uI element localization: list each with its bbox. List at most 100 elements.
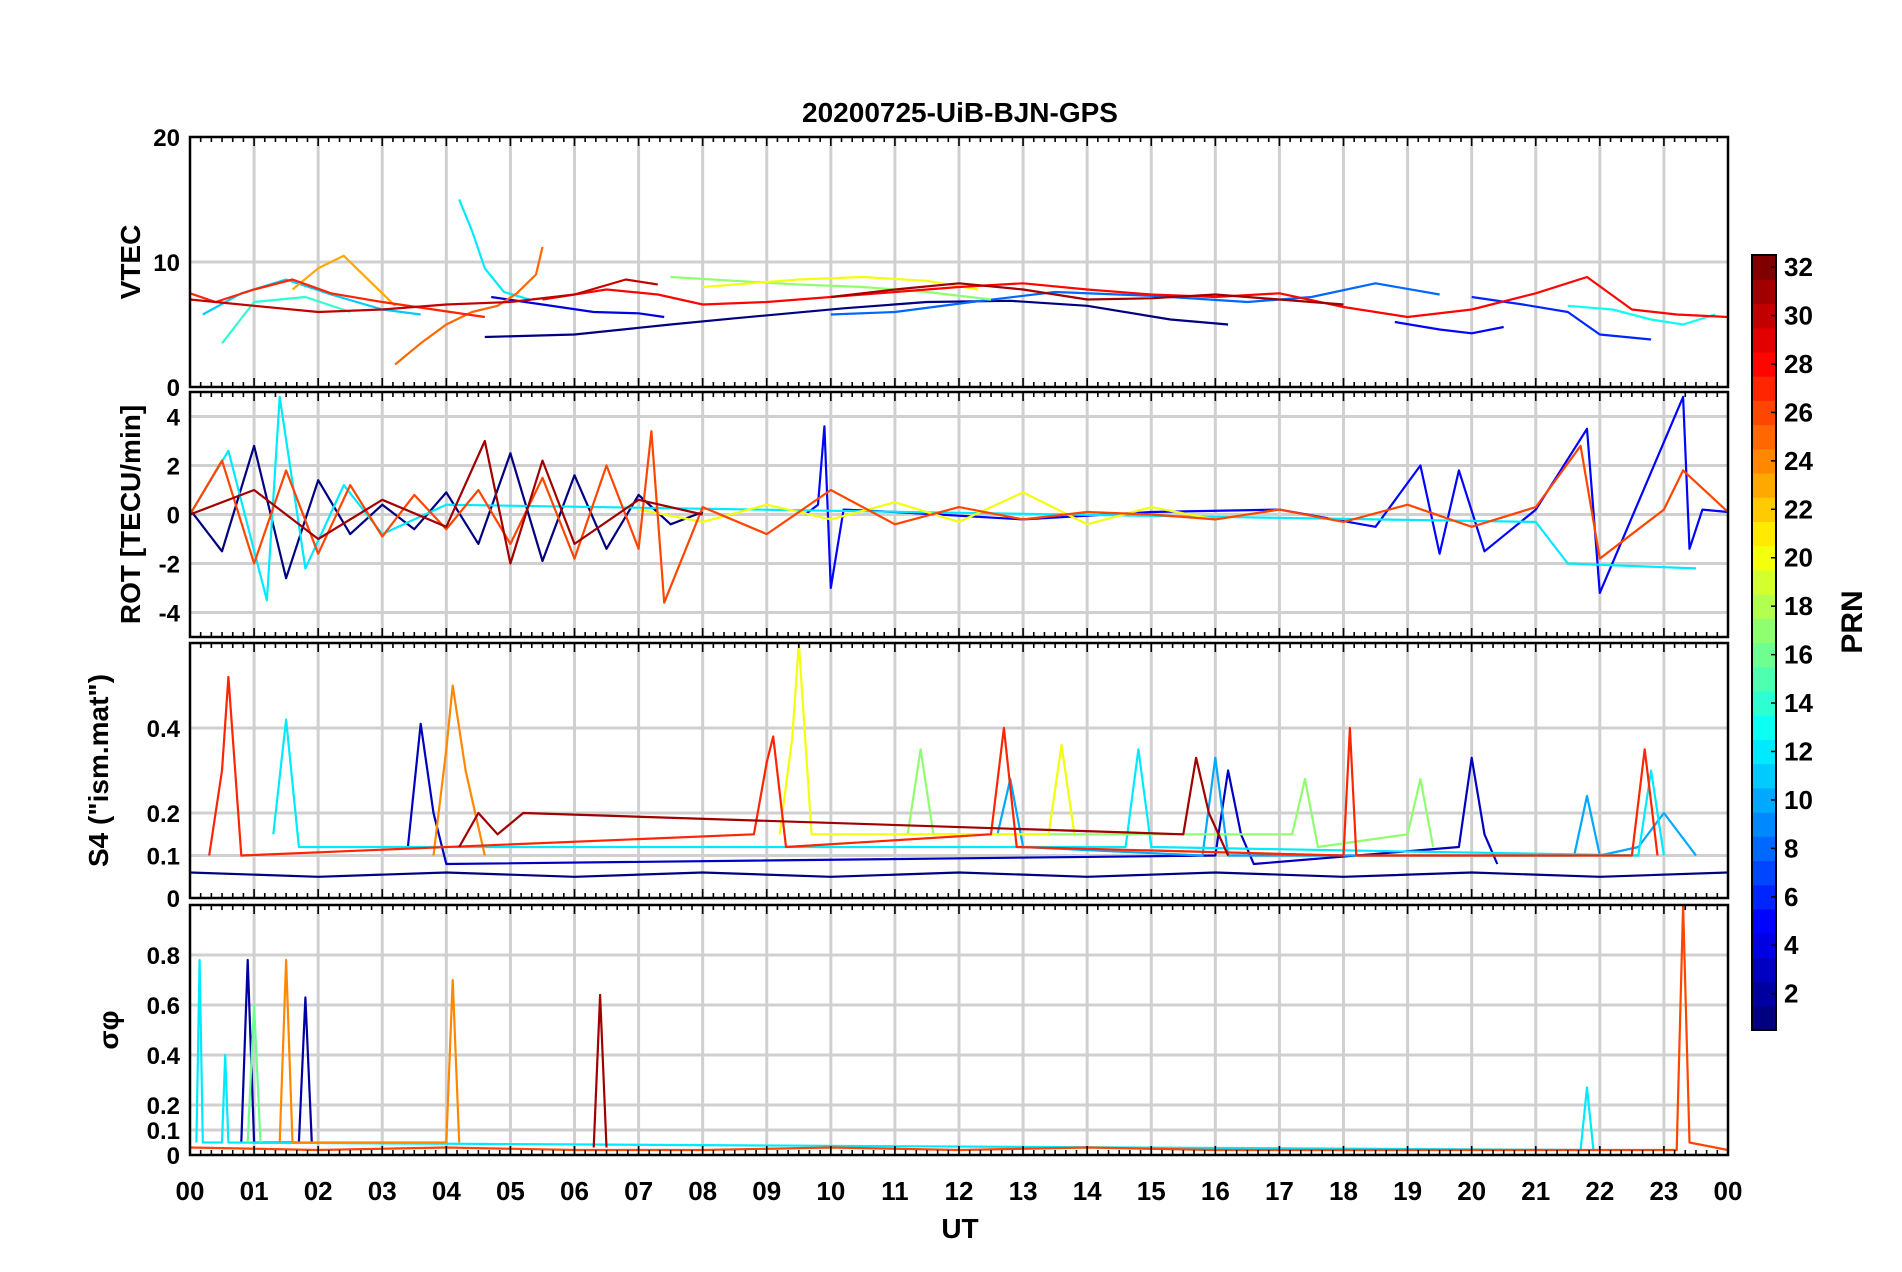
y-axis-label: S4 ("ism.mat")	[83, 674, 114, 867]
x-tick-label: 08	[688, 1176, 717, 1206]
rot-panel: -4 -2 0 2 4 ROT [TECU/min]	[115, 390, 1730, 639]
series-line-prn-27	[189, 278, 485, 319]
colorbar-tick-label: 6	[1784, 882, 1798, 912]
colorbar-tick-label: 26	[1784, 397, 1813, 427]
colorbar-segment	[1752, 424, 1776, 450]
series-line-prn-31	[458, 756, 1230, 856]
series-line-prn-20	[638, 491, 1280, 526]
x-tick-label: 20	[1457, 1176, 1486, 1206]
series-line-prn-25	[394, 246, 544, 366]
y-axis-label: ROT [TECU/min]	[115, 405, 146, 624]
y-tick-label: 0.8	[147, 943, 180, 970]
x-tick-label: 16	[1201, 1176, 1230, 1206]
x-tick-label: 11	[881, 1176, 909, 1206]
colorbar-segment	[1752, 957, 1776, 983]
y-tick-label: 0.2	[147, 801, 180, 828]
y-tick-label: 4	[167, 405, 181, 432]
y-tick-label: 0	[167, 503, 180, 530]
y-tick-label: 0.1	[147, 844, 180, 871]
colorbar-segment	[1752, 472, 1776, 498]
x-tick-label: 00	[176, 1176, 205, 1206]
colorbar-tick-label: 24	[1784, 446, 1813, 476]
series-line-prn-1	[189, 444, 704, 580]
x-tick-label: 04	[432, 1176, 461, 1206]
x-tick-label: 05	[496, 1176, 525, 1206]
series-line-prn-1	[484, 299, 1229, 339]
series-line-prn-5	[1394, 320, 1504, 335]
colorbar-segment	[1752, 521, 1776, 547]
colorbar-tick-label: 12	[1784, 736, 1813, 766]
y-tick-label: 0.1	[147, 1118, 180, 1145]
series-line-prn-14	[221, 295, 351, 344]
x-tick-label: 17	[1265, 1176, 1294, 1206]
colorbar-segment	[1752, 376, 1776, 401]
y-tick-label: -4	[159, 601, 181, 628]
x-tick-label: 18	[1329, 1176, 1358, 1206]
x-tick-label: 23	[1649, 1176, 1678, 1206]
colorbar-segment	[1752, 812, 1776, 837]
series-line-prn-4	[491, 295, 665, 319]
colorbar-tick-label: 20	[1784, 543, 1813, 573]
colorbar-tick-label: 22	[1784, 494, 1813, 524]
series-line-prn-31	[189, 439, 703, 565]
x-tick-label: 22	[1585, 1176, 1614, 1206]
colorbar-tick-label: 18	[1784, 591, 1813, 621]
x-tick-label: 02	[304, 1176, 333, 1206]
colorbar-segment	[1752, 860, 1776, 886]
series-line-prn-1	[189, 871, 1729, 878]
series-line-prn-30	[189, 278, 658, 314]
x-tick-labels: 00 01 02 03 04 05 06 07 08 09 10 11 12 13 14 15 16 17 18 19…	[176, 1176, 1743, 1206]
y-tick-label: 2	[167, 454, 180, 481]
x-axis-label: UT	[941, 1213, 978, 1244]
y-tick-label: 0.4	[147, 716, 181, 743]
x-tick-label: 10	[816, 1176, 845, 1206]
x-tick-label: 12	[945, 1176, 974, 1206]
series-line-prn-28	[542, 275, 1729, 319]
y-tick-label: 10	[153, 250, 180, 277]
colorbar-segment	[1752, 569, 1776, 595]
colorbar-segment	[1752, 618, 1776, 644]
y-axis-label: VTEC	[115, 225, 146, 300]
colorbar-label: PRN	[1836, 590, 1869, 653]
colorbar-tick-label: 8	[1784, 833, 1798, 863]
x-tick-label: 07	[624, 1176, 653, 1206]
sigma-phi-panel: 00.10.2 0.4 0.6 0.8 σφ	[93, 903, 1730, 1170]
series-line-prn-27	[208, 675, 1659, 857]
chart-title: 20200725-UiB-BJN-GPS	[802, 97, 1118, 128]
colorbar-segment	[1752, 1005, 1776, 1031]
axes-frame	[188, 135, 1730, 389]
vtec-panel: 0 10 20 VTEC	[115, 125, 1730, 402]
colorbar-tick-label: 4	[1784, 930, 1799, 960]
series-line-prn-26	[189, 430, 1729, 604]
x-tick-label: 03	[368, 1176, 397, 1206]
colorbar-segment	[1752, 327, 1776, 353]
series-line-prn-12	[272, 718, 1665, 857]
colorbar-tick-label: 14	[1784, 688, 1813, 718]
x-tick-label: 06	[560, 1176, 589, 1206]
colorbar-segment	[1752, 715, 1776, 740]
series-line-prn-24	[278, 958, 461, 1144]
colorbar-segment	[1752, 666, 1776, 692]
series-line-prn-31	[830, 282, 1344, 306]
series-line-prn-24	[432, 684, 486, 856]
colorbar-tick-label: 10	[1784, 785, 1813, 815]
series-line-prn-5	[804, 395, 1729, 595]
colorbar-segment	[1752, 763, 1776, 789]
colorbar-tick-label: 28	[1784, 349, 1813, 379]
colorbar-segment	[1752, 279, 1776, 305]
axes-frame	[188, 903, 1730, 1157]
x-tick-label: 09	[752, 1176, 781, 1206]
series-line-prn-31	[592, 993, 608, 1148]
series-line-prn-12	[458, 199, 530, 301]
y-tick-label: 20	[153, 125, 180, 152]
colorbar-frame	[1751, 254, 1777, 1031]
x-tick-label: 21	[1521, 1176, 1550, 1206]
x-tick-label: 14	[1073, 1176, 1102, 1206]
y-tick-label: -2	[159, 552, 180, 579]
series-line-prn-3	[406, 722, 1499, 866]
series-line-prn-13	[1567, 304, 1716, 326]
s4-panel: 0 0.1 0.2 0.4 S4 ("ism.mat")	[83, 641, 1730, 913]
colorbar-tick-label: 16	[1784, 640, 1813, 670]
y-tick-label: 0	[167, 375, 180, 402]
